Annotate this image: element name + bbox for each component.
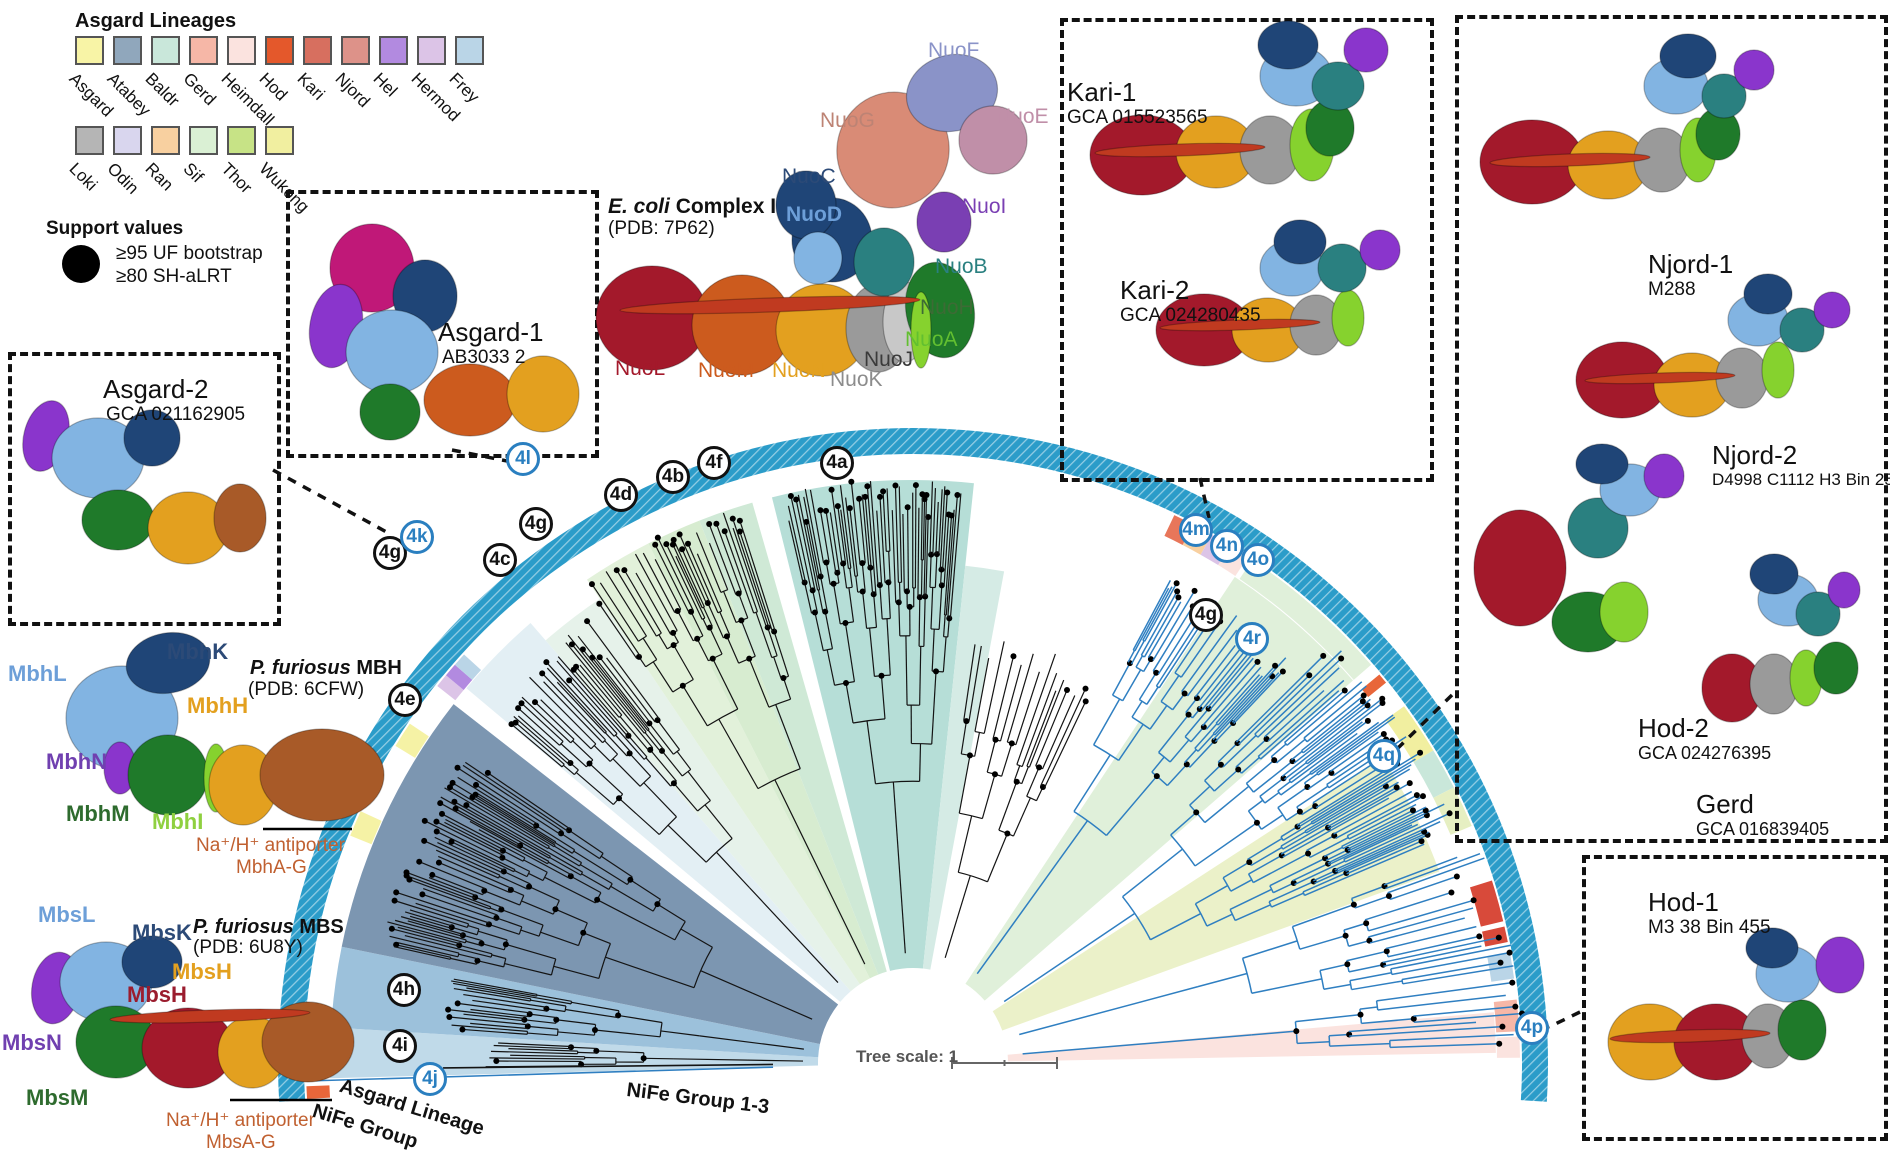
lineage-ring-segment <box>1482 926 1508 947</box>
protein-domain-green <box>1777 999 1827 1061</box>
protein-domain-darkred <box>1473 509 1567 627</box>
protein-domain-purple <box>1813 291 1851 329</box>
protein-domain-brown <box>259 728 385 822</box>
protein-domain-blue <box>345 309 439 395</box>
tree-wedge <box>1007 1012 1496 1062</box>
protein-domain-navy <box>123 409 181 467</box>
protein-domain-mauve <box>958 105 1028 175</box>
protein-domain-purple <box>1343 27 1389 73</box>
protein-domain-brown <box>261 1001 355 1083</box>
protein-domain-purple <box>1815 936 1865 994</box>
lineage-ring-segment <box>1433 787 1472 835</box>
structure-kari1 <box>1089 20 1389 196</box>
tree-wedge <box>331 946 820 1058</box>
protein-domain-amber <box>506 355 580 433</box>
protein-domain-navy <box>1659 33 1717 79</box>
protein-domain-purple <box>1643 453 1685 499</box>
tree-wedge <box>466 623 851 1002</box>
structure-njord2 <box>1575 273 1851 419</box>
structure-asgard2 <box>22 400 267 565</box>
protein-domain-purple <box>1827 571 1861 609</box>
protein-domain-teal <box>1567 497 1629 559</box>
protein-domain-red <box>109 1008 311 1024</box>
lineage-ring-segment <box>1413 750 1454 798</box>
lineage-ring-segment <box>1496 1036 1520 1058</box>
dashed-connector <box>451 448 513 464</box>
protein-domain-lime <box>1599 581 1649 643</box>
protein-domain-lime <box>1331 289 1365 347</box>
protein-domain-teal <box>1795 591 1841 637</box>
protein-domain-teal <box>853 227 915 297</box>
protein-domain-darkred <box>595 265 709 371</box>
protein-domain-green <box>359 383 421 441</box>
tree-wedge <box>648 520 879 979</box>
lineage-ring-segment <box>1361 674 1387 698</box>
lineage-ring-segment <box>437 675 464 701</box>
protein-domain-navy <box>775 170 837 240</box>
structure-asgard1 <box>308 223 580 441</box>
protein-domain-teal <box>1311 61 1365 111</box>
protein-domain-navy <box>1257 20 1319 70</box>
protein-domain-red <box>1159 318 1321 332</box>
structure-njord1 <box>1479 33 1775 205</box>
tree-wedge <box>771 480 974 971</box>
structure-hod1 <box>1607 927 1865 1081</box>
tree-wedge <box>922 565 1005 970</box>
lineage-ring-segment <box>306 1085 331 1099</box>
tree-wedge <box>545 598 860 992</box>
dashed-connector <box>272 468 393 537</box>
tree-wedge <box>699 502 887 975</box>
dashed-connector <box>1396 693 1454 750</box>
structure-ecoli <box>595 53 1028 377</box>
lineage-ring-segment <box>445 664 473 690</box>
lineage-ring-segment <box>395 723 429 758</box>
lineage-ring-segment <box>350 811 382 845</box>
structure-gerd <box>1701 553 1861 723</box>
protein-domain-red <box>1609 1028 1771 1044</box>
protein-domain-navy <box>1273 219 1327 265</box>
protein-domain-green <box>81 489 155 551</box>
structure-hod2 <box>1473 443 1685 653</box>
protein-domain-green <box>1813 641 1859 695</box>
tree-wedge <box>586 543 870 985</box>
protein-domain-lime <box>1761 341 1795 399</box>
protein-domain-red <box>619 295 921 315</box>
dashed-connector <box>1548 1010 1581 1029</box>
protein-domain-teal <box>1779 307 1825 353</box>
protein-domain-navy <box>121 935 183 989</box>
lineage-ring-segment <box>1385 706 1434 763</box>
protein-domain-navy <box>1749 553 1799 595</box>
lineage-ring-segment <box>454 654 482 680</box>
protein-domain-violet <box>916 191 972 253</box>
tree-branches <box>315 478 1526 1082</box>
protein-domain-teal <box>1317 243 1367 293</box>
structure-kari2 <box>1155 219 1401 367</box>
protein-domain-navy <box>1743 273 1793 315</box>
protein-domain-blue <box>793 231 843 285</box>
tree-scale-bar <box>951 1057 1058 1069</box>
dashed-connector <box>1198 477 1211 519</box>
protein-domain-red <box>1489 152 1651 168</box>
protein-domain-navy <box>1745 927 1799 969</box>
structure-mbh <box>65 631 385 826</box>
protein-domain-orange <box>423 363 517 437</box>
protein-domain-teal <box>1701 73 1747 119</box>
protein-domain-navy <box>125 631 211 695</box>
protein-domain-brown <box>213 483 267 553</box>
protein-domain-purple <box>1359 229 1401 271</box>
tree-wedge <box>341 704 839 1045</box>
protein-domain-purple <box>1733 49 1775 91</box>
lineage-ring-segment <box>1487 952 1515 982</box>
protein-domain-red <box>1584 371 1736 385</box>
protein-domain-green <box>127 734 209 816</box>
structure-mbs <box>30 935 355 1089</box>
protein-domain-navy <box>1575 443 1629 485</box>
protein-domain-lime <box>910 291 932 369</box>
lineage-ring-segment <box>1239 559 1372 680</box>
protein-domain-red <box>1094 142 1266 158</box>
lineage-ring-segment <box>1469 880 1504 927</box>
